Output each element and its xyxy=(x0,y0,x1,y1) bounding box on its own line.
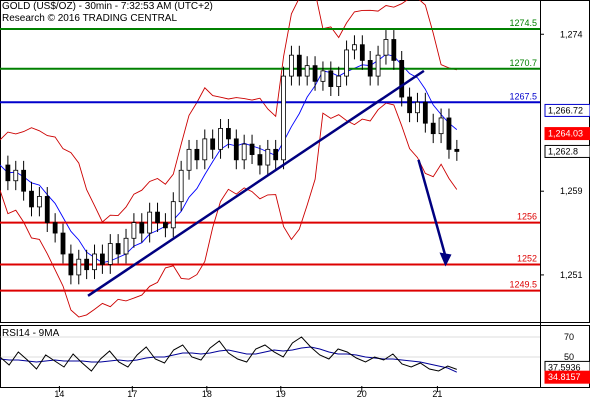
candle-body xyxy=(202,138,208,161)
candle-body xyxy=(367,60,373,77)
candle-body xyxy=(304,65,310,77)
candle-body xyxy=(107,243,113,265)
x-tick-label: 17 xyxy=(127,389,137,399)
candle-body xyxy=(407,96,412,114)
price-tag-box xyxy=(544,127,590,141)
candle-body xyxy=(76,258,82,276)
y-tick-label: 1,274 xyxy=(560,29,583,39)
candle-body xyxy=(422,101,428,124)
rsi-ma-line xyxy=(0,346,458,373)
bollinger-upper-band xyxy=(0,0,457,223)
trend-line xyxy=(87,69,425,297)
candle-body xyxy=(446,117,452,150)
candle-body xyxy=(44,196,50,223)
x-tick-label: 18 xyxy=(202,389,212,399)
price-tag-box xyxy=(544,103,590,117)
candle-body xyxy=(147,211,153,234)
candle-body xyxy=(155,211,160,223)
candle-body xyxy=(391,39,397,61)
candle-body xyxy=(210,138,216,150)
candle-body xyxy=(131,222,137,239)
rsi-tag-box xyxy=(544,370,590,384)
candle-body xyxy=(344,49,349,77)
candle-body xyxy=(139,222,145,234)
candle-body xyxy=(99,253,105,265)
candle-body xyxy=(5,164,11,182)
candle-body xyxy=(84,258,90,271)
candle-body xyxy=(60,232,66,255)
moving-average-line xyxy=(0,53,458,264)
candle-body xyxy=(328,70,334,87)
candle-body xyxy=(68,253,74,276)
copyright-line: Research © 2016 TRADING CENTRAL xyxy=(2,13,178,24)
level-label: 1270.7 xyxy=(509,58,537,68)
level-label: 1249.5 xyxy=(509,280,537,290)
rsi-tag-label: 34.8157 xyxy=(548,372,581,382)
candle-body xyxy=(375,54,381,77)
candle-body xyxy=(186,148,192,171)
candle-body xyxy=(115,243,121,255)
price-tag-label: 1,266.72 xyxy=(548,105,583,115)
candle-body xyxy=(226,128,231,140)
price-tag-label: 1,264.03 xyxy=(548,129,583,139)
price-tag-box xyxy=(544,144,590,158)
candle-body xyxy=(312,65,318,82)
candle-body xyxy=(218,128,223,150)
candle-body xyxy=(415,101,420,114)
candle-body xyxy=(29,190,34,208)
candle-body xyxy=(281,75,286,161)
candle-body xyxy=(163,222,168,229)
candle-body xyxy=(399,60,405,98)
level-label: 1252 xyxy=(517,253,537,263)
price-tag-label: 1,262.8 xyxy=(548,146,578,156)
candle-body xyxy=(273,148,279,161)
price-panel-frame xyxy=(0,0,590,323)
rsi-title: RSI14 - 9MA xyxy=(2,328,60,339)
candle-body xyxy=(194,148,200,161)
x-tick-label: 14 xyxy=(54,389,64,399)
candle-body xyxy=(233,138,239,161)
candle-body xyxy=(352,44,357,51)
candle-body xyxy=(296,54,302,77)
candle-body xyxy=(92,253,97,271)
candle-body xyxy=(178,169,184,203)
x-tick-label: 21 xyxy=(432,389,442,399)
x-tick-label: 20 xyxy=(357,389,367,399)
candle-body xyxy=(430,122,436,135)
chart-title: GOLD (US$/OZ) - 30min - 7:32:53 AM (UTC+… xyxy=(2,1,213,12)
rsi-panel-frame xyxy=(0,325,590,388)
bollinger-lower-band xyxy=(0,102,458,318)
forecast-arrowhead xyxy=(439,252,452,267)
candle-body xyxy=(241,143,247,161)
candle-body xyxy=(438,117,444,135)
level-label: 1267.5 xyxy=(509,91,537,101)
y-tick-label: 1,251 xyxy=(560,270,583,280)
candle-body xyxy=(249,143,255,155)
candle-body xyxy=(170,201,176,229)
level-label: 1256 xyxy=(517,212,537,222)
candle-body xyxy=(123,237,129,255)
forecast-arrow-shaft xyxy=(417,159,447,257)
candle-body xyxy=(13,169,19,182)
candle-body xyxy=(265,148,271,166)
rsi-tick-label: 70 xyxy=(564,332,574,342)
rsi-tag-label: 37.5936 xyxy=(548,362,581,372)
candle-body xyxy=(320,70,326,82)
rsi-line xyxy=(0,336,457,372)
candle-body xyxy=(359,44,365,61)
rsi-tick-label: 50 xyxy=(564,352,574,362)
candle-body xyxy=(454,148,460,152)
candle-body xyxy=(36,196,42,208)
candle-body xyxy=(21,169,27,192)
candle-body xyxy=(289,54,294,77)
candle-body xyxy=(52,222,58,234)
candle-body xyxy=(336,75,342,87)
y-tick-label: 1,259 xyxy=(560,186,583,196)
level-label: 1274.5 xyxy=(509,18,537,28)
candle-body xyxy=(383,39,389,56)
candle-body xyxy=(257,154,263,166)
x-tick-label: 19 xyxy=(276,389,286,399)
